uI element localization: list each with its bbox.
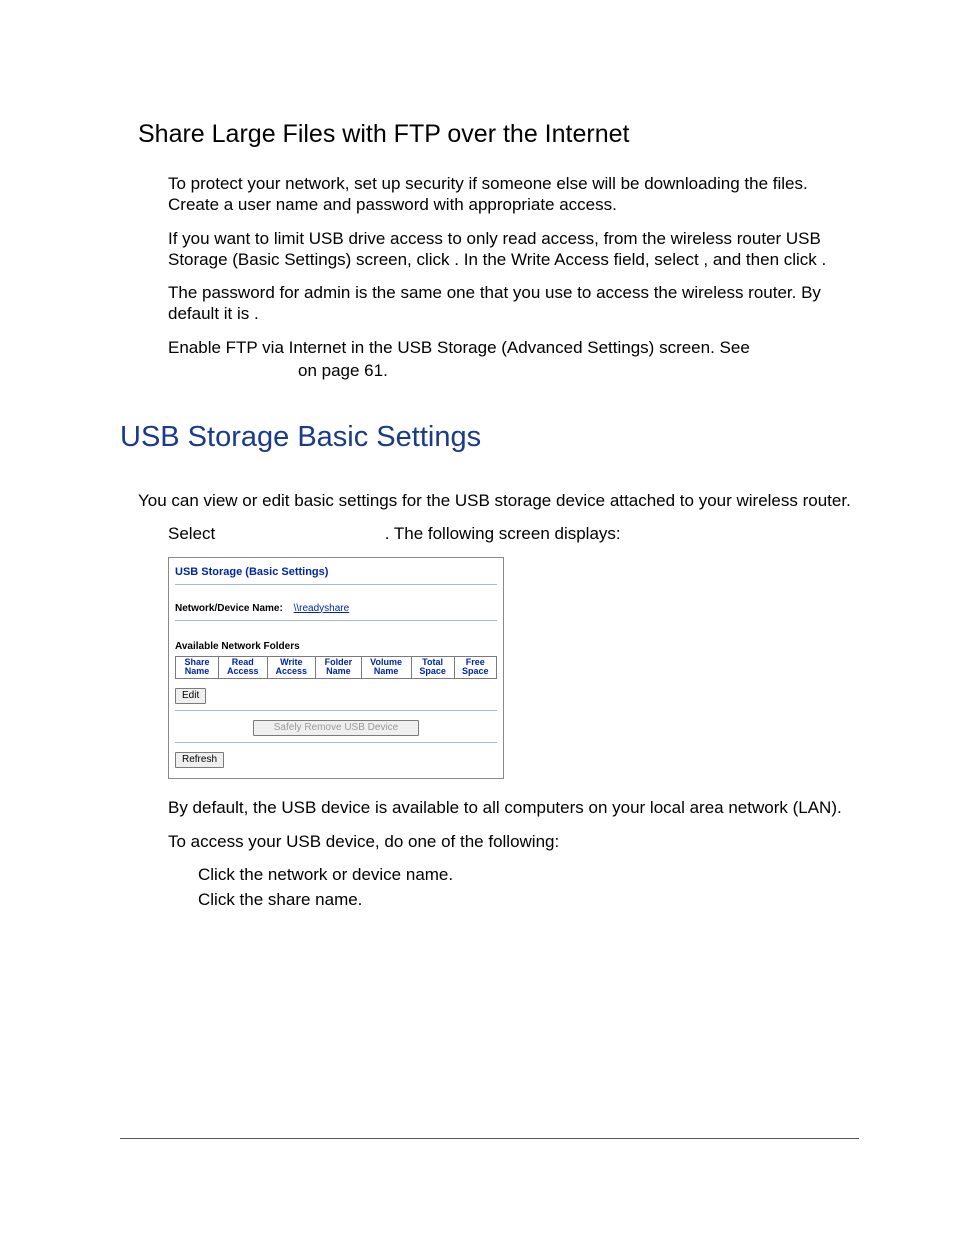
col-free-space: Free Space [454, 656, 496, 679]
device-name-link[interactable]: \\readyshare [294, 603, 350, 614]
divider [175, 742, 497, 743]
col-share-name: Share Name [176, 656, 219, 679]
refresh-button[interactable]: Refresh [175, 752, 224, 768]
section-heading-usb-storage: USB Storage Basic Settings [120, 421, 859, 454]
paragraph: The password for admin is the same one t… [168, 282, 859, 325]
paragraph: If you want to limit USB drive access to… [168, 228, 859, 271]
col-write-access: Write Access [267, 656, 316, 679]
device-name-label: Network/Device Name: [175, 603, 283, 614]
col-total-space: Total Space [411, 656, 454, 679]
section-heading-ftp: Share Large Files with FTP over the Inte… [138, 120, 859, 149]
usb-storage-panel: USB Storage (Basic Settings) Network/Dev… [168, 557, 504, 780]
paragraph: on page 61. [298, 360, 859, 381]
folders-table: Share Name Read Access Write Access Fold… [175, 656, 497, 680]
divider [175, 620, 497, 621]
col-folder-name: Folder Name [316, 656, 362, 679]
paragraph: By default, the USB device is available … [168, 797, 859, 818]
paragraph: Select . The following screen displays: [168, 523, 859, 544]
paragraph: To access your USB device, do one of the… [168, 831, 859, 852]
footer-rule [120, 1138, 859, 1139]
paragraph: You can view or edit basic settings for … [138, 490, 859, 511]
select-suffix: . The following screen displays: [385, 524, 621, 543]
col-volume-name: Volume Name [361, 656, 411, 679]
device-name-row: Network/Device Name: \\readyshare [175, 603, 497, 614]
paragraph: To protect your network, set up security… [168, 173, 859, 216]
divider [175, 584, 497, 585]
col-read-access: Read Access [219, 656, 267, 679]
edit-button[interactable]: Edit [175, 688, 206, 704]
select-prefix: Select [168, 524, 215, 543]
panel-title: USB Storage (Basic Settings) [175, 566, 497, 578]
paragraph: Enable FTP via Internet in the USB Stora… [168, 337, 859, 358]
safely-remove-button[interactable]: Safely Remove USB Device [253, 720, 420, 736]
list-item: Click the share name. [198, 889, 859, 910]
folders-heading: Available Network Folders [175, 641, 497, 652]
divider [175, 710, 497, 711]
list-item: Click the network or device name. [198, 864, 859, 885]
